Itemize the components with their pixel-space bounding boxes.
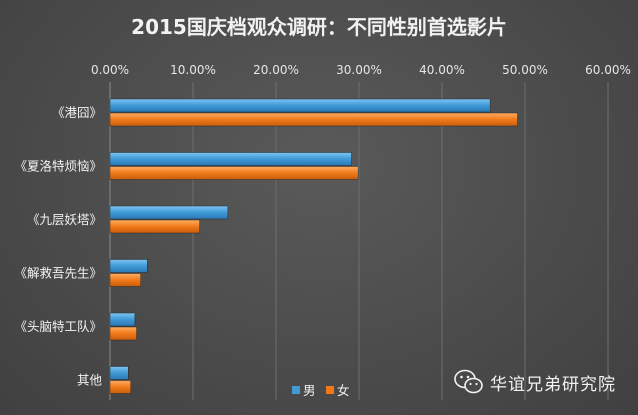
category-label: 《九层妖塔》 (27, 212, 102, 227)
bar-female (109, 380, 131, 394)
category-label: 《港囧》 (52, 105, 102, 120)
bar-female (109, 326, 137, 341)
bar-male (109, 98, 491, 113)
bar-female (109, 273, 141, 287)
watermark: 华谊兄弟研究院 (454, 369, 616, 395)
bar-male (109, 152, 352, 166)
bar-male (109, 259, 148, 273)
x-tick-label: 60.00% (585, 63, 631, 77)
x-tick-label: 0.00% (91, 63, 129, 77)
wechat-icon (454, 369, 483, 394)
x-tick-label: 50.00% (502, 63, 548, 77)
category-label: 《解救吾先生》 (14, 266, 102, 281)
x-tick-label: 30.00% (336, 63, 382, 77)
category-label: 《头脑特工队》 (14, 319, 102, 334)
bar-female (109, 112, 518, 127)
bar-male (109, 312, 136, 327)
bar-female (109, 219, 200, 234)
legend-swatch-male (292, 386, 300, 394)
category-label: 其他 (77, 373, 103, 388)
category-label: 《夏洛特烦恼》 (14, 159, 102, 174)
x-tick-label: 40.00% (419, 63, 465, 77)
bar-male (109, 205, 229, 220)
bar-female (109, 166, 359, 180)
chart-title: 2015国庆档观众调研：不同性别首选影片 (131, 15, 507, 39)
bar-male (109, 366, 129, 380)
legend-label-female: 女 (337, 383, 350, 398)
x-tick-label: 10.00% (170, 63, 216, 77)
x-tick-label: 20.00% (253, 63, 299, 77)
legend-swatch-female (326, 386, 334, 394)
legend-label-male: 男 (303, 383, 316, 398)
watermark-text: 华谊兄弟研究院 (490, 374, 616, 395)
